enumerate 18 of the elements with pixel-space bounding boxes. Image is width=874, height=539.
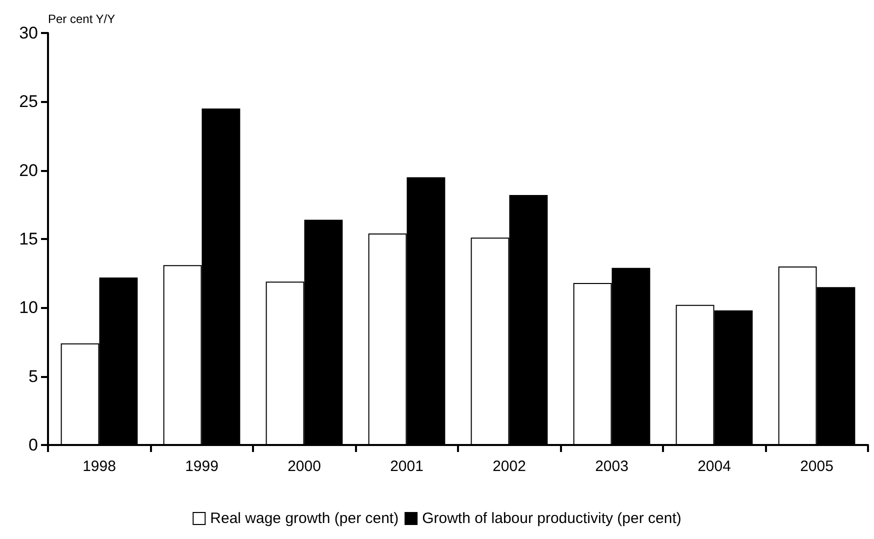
x-tick-label: 2002	[492, 458, 526, 475]
y-tick-label: 0	[28, 436, 38, 454]
x-tick-label: 2001	[390, 458, 424, 475]
x-tick-label: 2000	[288, 458, 321, 475]
y-tick-label: 20	[19, 160, 38, 180]
y-tick-label: 30	[19, 24, 38, 42]
y-axis-title: Per cent Y/Y	[48, 12, 116, 26]
legend-label: Real wage growth (per cent)	[210, 510, 399, 527]
x-tick-label: 2004	[698, 458, 731, 475]
x-tick-label: 1999	[185, 458, 218, 475]
y-tick-label: 10	[19, 298, 38, 318]
x-tick-label: 2005	[800, 458, 834, 475]
y-tick-label: 25	[19, 92, 38, 112]
legend-label: Growth of labour productivity (per cent)	[422, 510, 682, 527]
y-tick-label: 5	[28, 366, 38, 386]
x-tick-label: 2003	[595, 458, 628, 475]
y-tick-label: 15	[19, 230, 38, 248]
x-tick-label: 1998	[82, 458, 116, 475]
